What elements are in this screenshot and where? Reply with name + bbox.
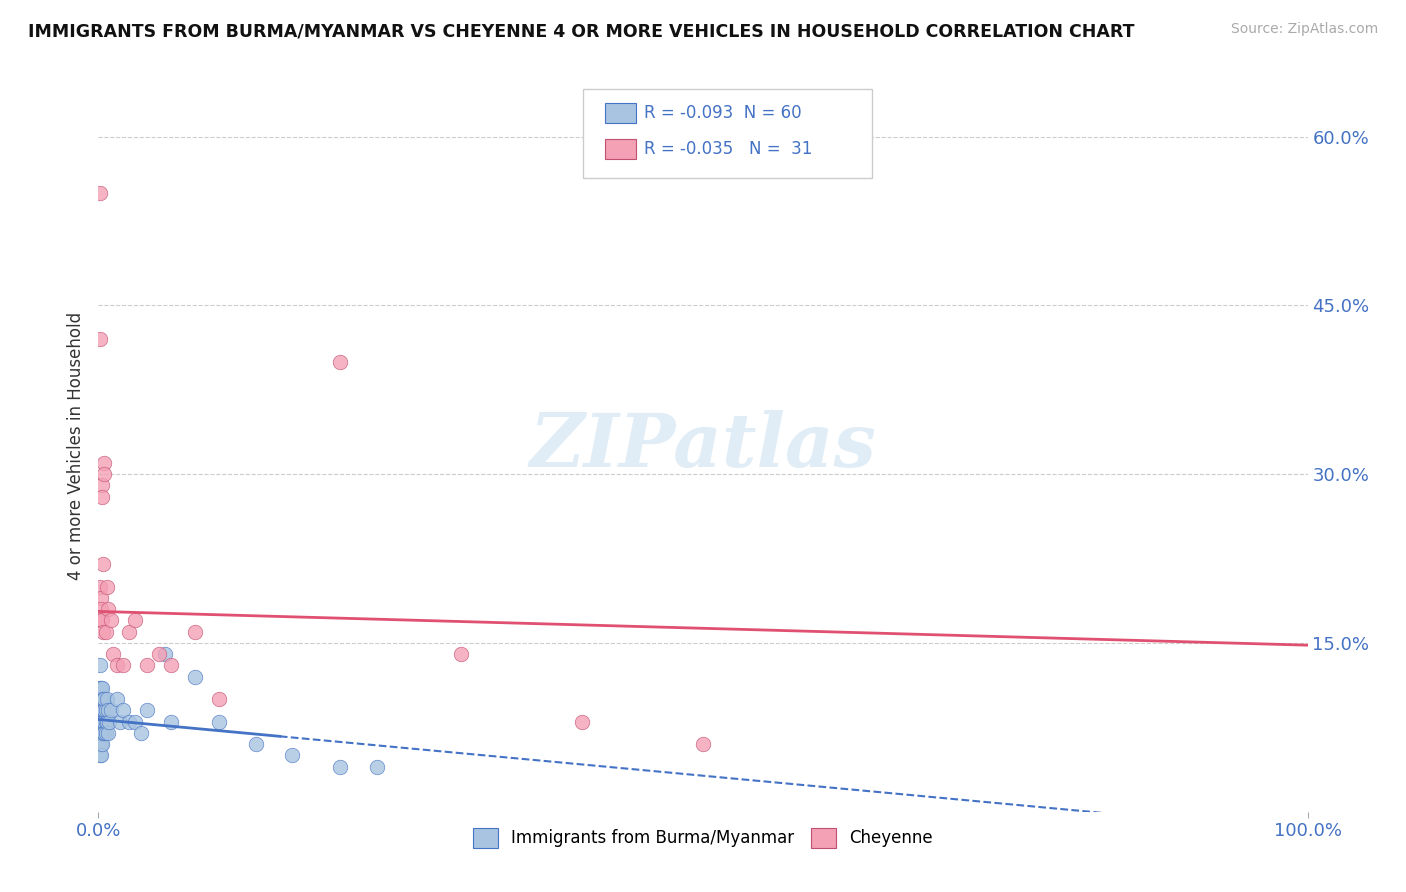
Text: R = -0.035   N =  31: R = -0.035 N = 31	[644, 140, 813, 158]
Point	[89, 714, 111, 729]
Point	[111, 703, 134, 717]
Point	[184, 624, 207, 639]
Point	[89, 186, 111, 200]
Point	[89, 726, 111, 740]
Point	[90, 714, 112, 729]
Point	[111, 658, 134, 673]
Point	[105, 658, 128, 673]
Text: Source: ZipAtlas.com: Source: ZipAtlas.com	[1230, 22, 1378, 37]
Point	[91, 714, 114, 729]
Point	[208, 714, 231, 729]
Point	[98, 714, 121, 729]
Point	[91, 714, 114, 729]
Point	[91, 478, 114, 492]
Point	[208, 692, 231, 706]
Legend: Immigrants from Burma/Myanmar, Cheyenne: Immigrants from Burma/Myanmar, Cheyenne	[467, 821, 939, 855]
Y-axis label: 4 or more Vehicles in Household: 4 or more Vehicles in Household	[66, 312, 84, 580]
Point	[90, 681, 112, 695]
Point	[93, 726, 115, 740]
Point	[124, 714, 146, 729]
Point	[89, 681, 111, 695]
Point	[96, 692, 118, 706]
Point	[90, 737, 112, 751]
Text: ZIPatlas: ZIPatlas	[530, 409, 876, 483]
Point	[90, 591, 112, 605]
Point	[90, 692, 112, 706]
Point	[91, 490, 114, 504]
Point	[160, 658, 183, 673]
Point	[91, 624, 114, 639]
Point	[90, 703, 112, 717]
Point	[105, 692, 128, 706]
Point	[118, 714, 141, 729]
Point	[89, 580, 111, 594]
Point	[91, 681, 114, 695]
Point	[94, 726, 117, 740]
Point	[571, 714, 593, 729]
Point	[281, 748, 304, 763]
Point	[184, 670, 207, 684]
Point	[91, 703, 114, 717]
Point	[89, 714, 111, 729]
Point	[91, 726, 114, 740]
Point	[89, 658, 111, 673]
Point	[94, 624, 117, 639]
Point	[91, 703, 114, 717]
Point	[91, 614, 114, 628]
Point	[692, 737, 714, 751]
Point	[94, 703, 117, 717]
Point	[91, 692, 114, 706]
Point	[93, 714, 115, 729]
Point	[97, 726, 120, 740]
Point	[90, 748, 112, 763]
Point	[124, 614, 146, 628]
Point	[89, 748, 111, 763]
Text: IMMIGRANTS FROM BURMA/MYANMAR VS CHEYENNE 4 OR MORE VEHICLES IN HOUSEHOLD CORREL: IMMIGRANTS FROM BURMA/MYANMAR VS CHEYENN…	[28, 22, 1135, 40]
Point	[450, 647, 472, 661]
Point	[148, 647, 170, 661]
Point	[91, 737, 114, 751]
Point	[93, 467, 115, 482]
Point	[89, 692, 111, 706]
Point	[93, 692, 115, 706]
Point	[96, 714, 118, 729]
Point	[94, 714, 117, 729]
Point	[329, 760, 352, 774]
Point	[100, 703, 122, 717]
Point	[118, 624, 141, 639]
Point	[91, 557, 114, 571]
Point	[89, 332, 111, 346]
Point	[91, 703, 114, 717]
Point	[97, 703, 120, 717]
Point	[329, 354, 352, 368]
Point	[91, 714, 114, 729]
Point	[245, 737, 267, 751]
Point	[90, 726, 112, 740]
Point	[93, 456, 115, 470]
Point	[129, 726, 152, 740]
Point	[108, 714, 131, 729]
Point	[96, 580, 118, 594]
Point	[90, 692, 112, 706]
Point	[100, 614, 122, 628]
Point	[90, 614, 112, 628]
Point	[90, 602, 112, 616]
Point	[89, 737, 111, 751]
Point	[89, 703, 111, 717]
Point	[91, 692, 114, 706]
Point	[97, 602, 120, 616]
Point	[93, 703, 115, 717]
Point	[91, 726, 114, 740]
Point	[153, 647, 176, 661]
Text: R = -0.093  N = 60: R = -0.093 N = 60	[644, 104, 801, 122]
Point	[101, 647, 124, 661]
Point	[135, 658, 157, 673]
Point	[160, 714, 183, 729]
Point	[89, 703, 111, 717]
Point	[366, 760, 388, 774]
Point	[89, 726, 111, 740]
Point	[135, 703, 157, 717]
Point	[90, 714, 112, 729]
